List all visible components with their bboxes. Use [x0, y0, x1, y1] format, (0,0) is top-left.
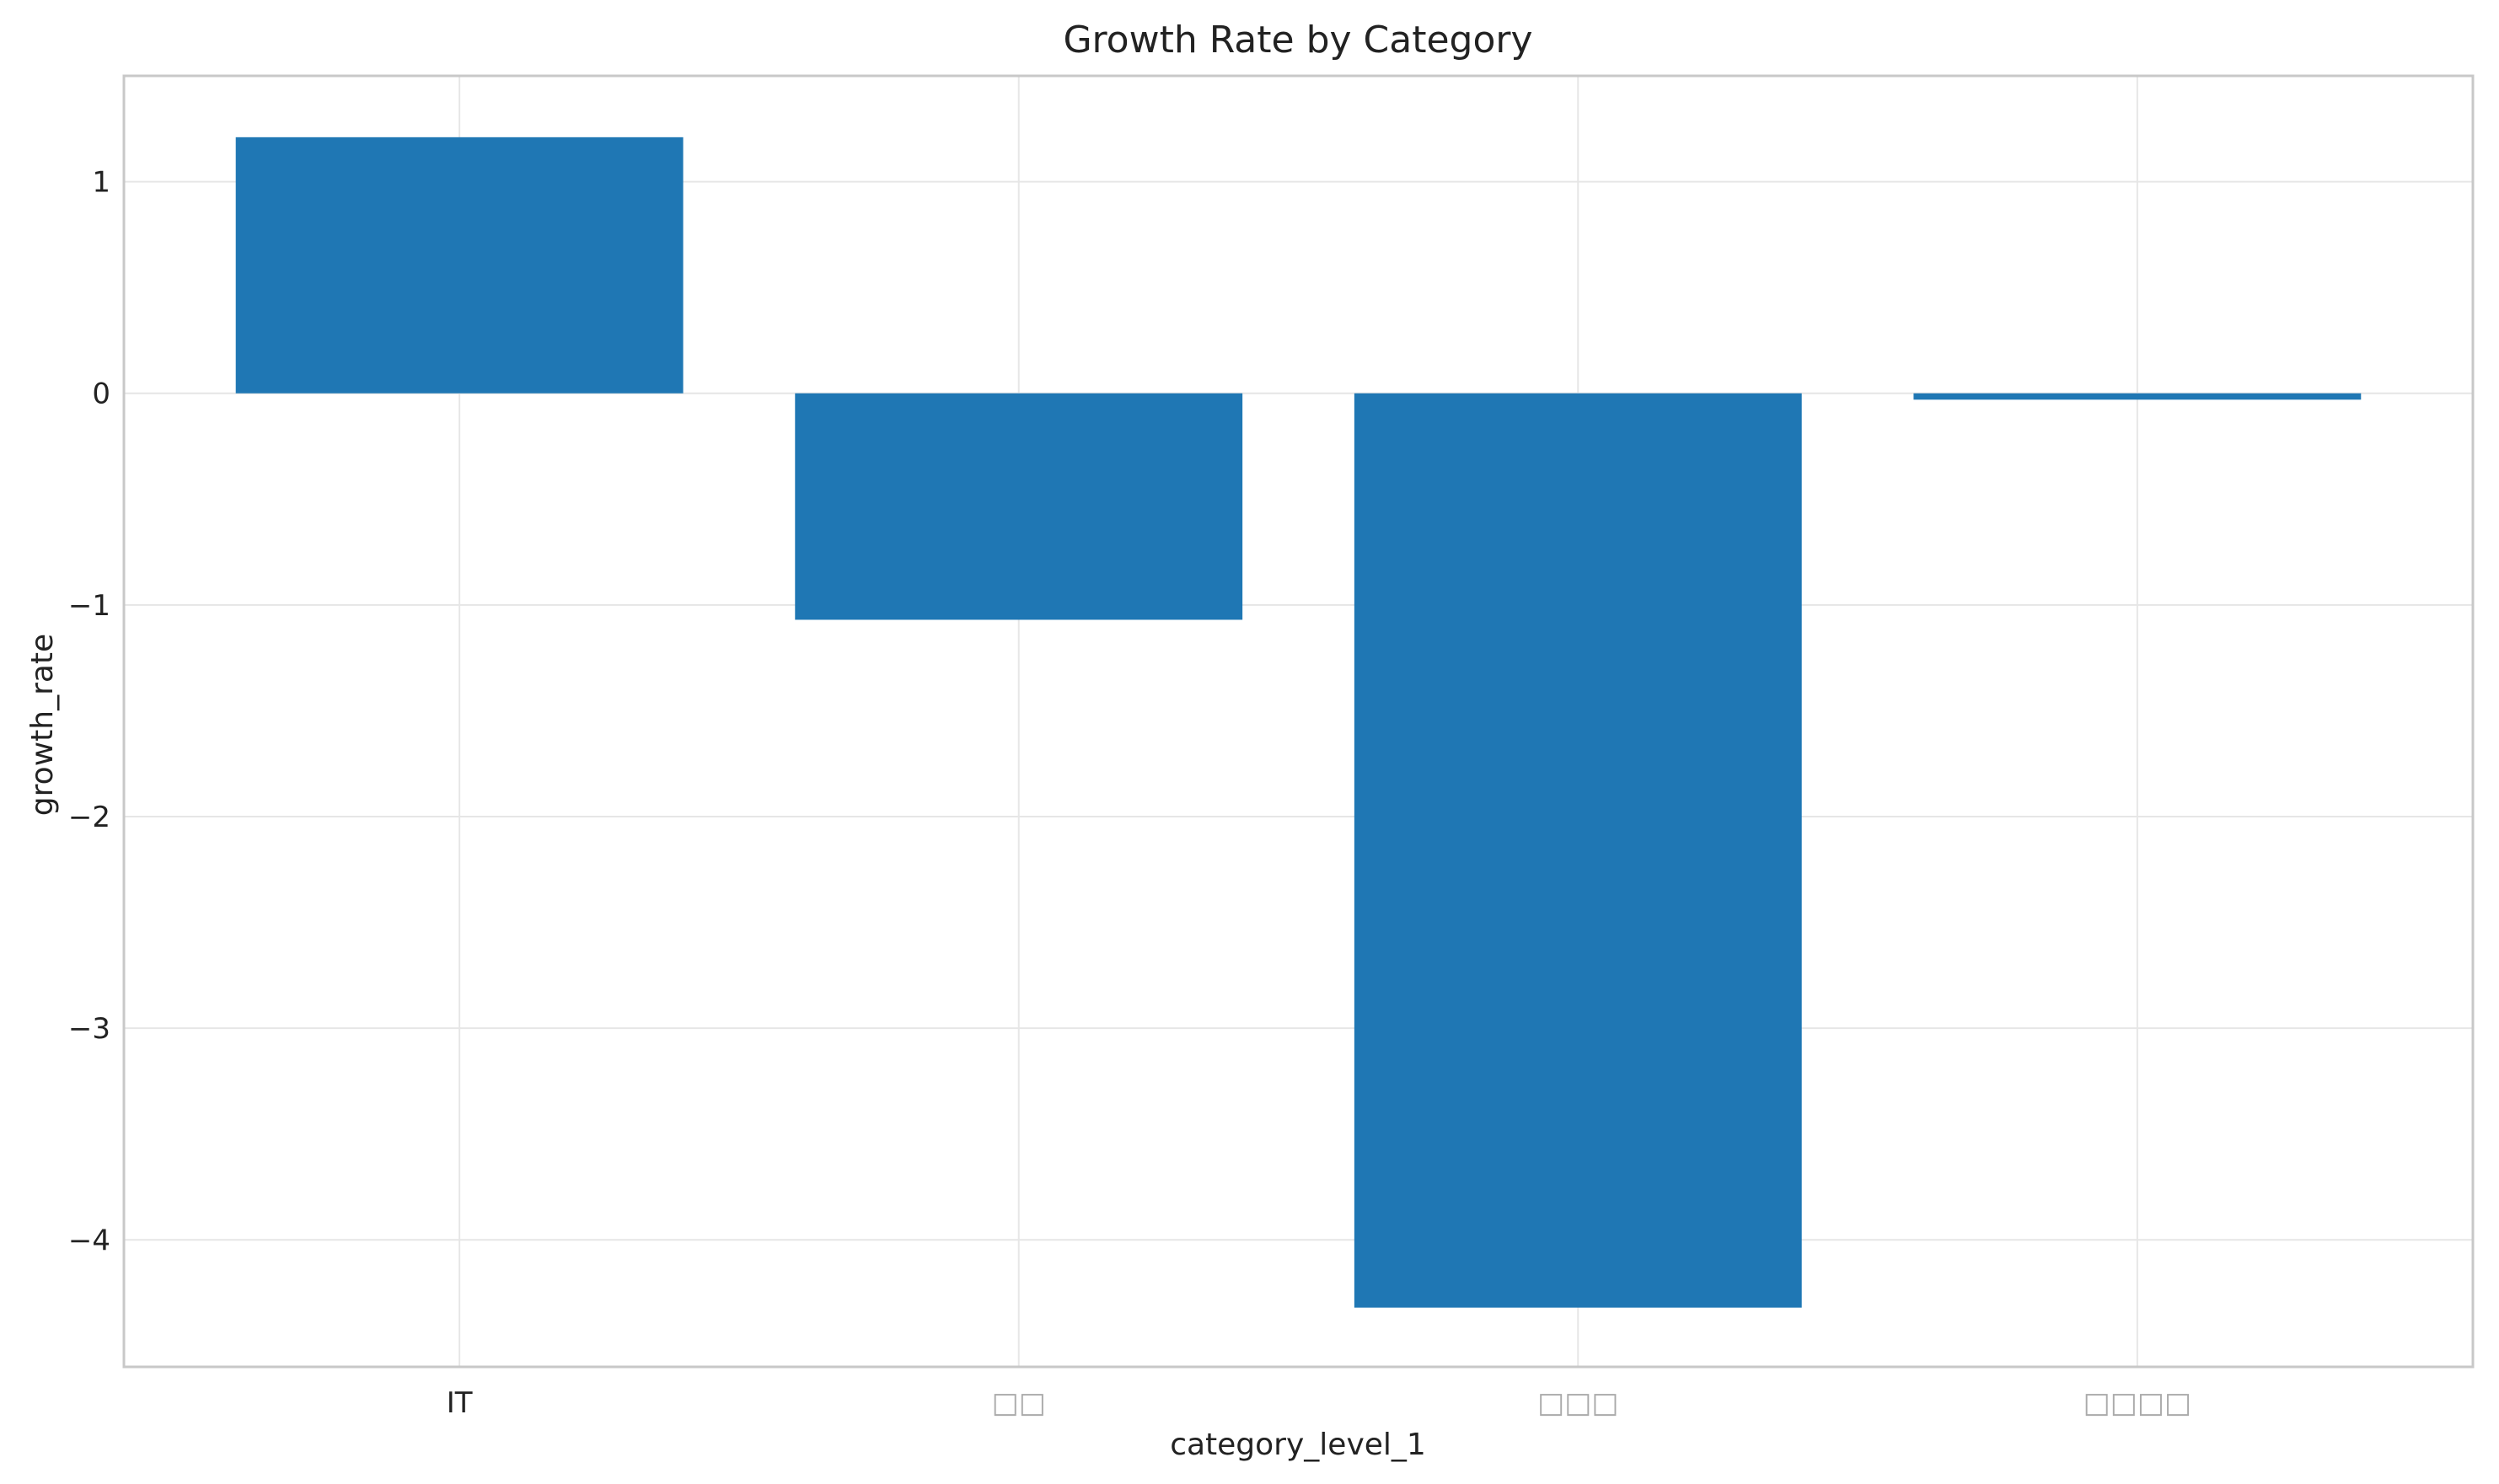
plot-frame [122, 74, 2475, 1369]
x-tick-label: □□ [992, 1386, 1046, 1420]
y-tick-label: 1 [92, 166, 110, 200]
bar [1913, 393, 2362, 400]
x-tick-labels: IT □□ □□□ □□□□ [447, 1386, 2191, 1420]
y-axis-label: growth_rate [25, 634, 60, 816]
x-tick-label: □□□□ [2083, 1386, 2192, 1420]
y-tick-labels: 1 0 −1 −2 −3 −4 [68, 166, 110, 1258]
y-tick-label: −3 [68, 1012, 110, 1046]
y-tick-label: −2 [68, 801, 110, 834]
bar [795, 393, 1243, 620]
y-tick-label: 0 [92, 378, 110, 411]
bar [235, 137, 684, 394]
bar [1354, 393, 1802, 1308]
x-tick-label: IT [447, 1386, 473, 1420]
y-tick-label: −1 [68, 589, 110, 623]
bars [235, 137, 2362, 1308]
x-axis-label: category_level_1 [1170, 1428, 1426, 1462]
x-tick-label: □□□ [1537, 1386, 1618, 1420]
y-tick-label: −4 [68, 1224, 110, 1257]
chart-title: Growth Rate by Category [1063, 19, 1532, 62]
